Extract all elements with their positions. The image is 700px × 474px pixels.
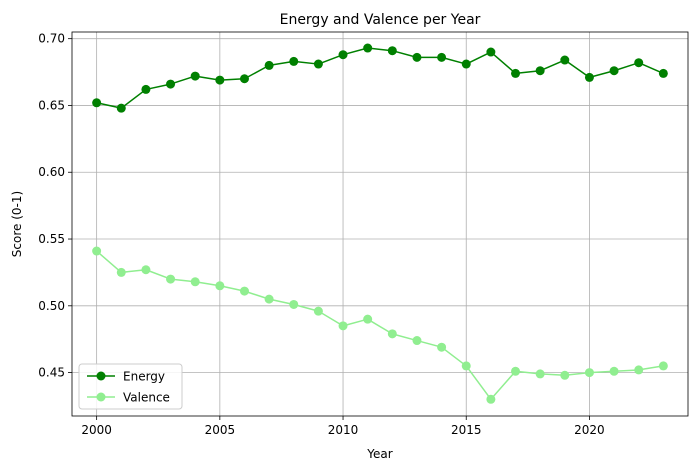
data-point-energy — [215, 75, 225, 85]
data-point-energy — [313, 59, 323, 69]
chart-title: Energy and Valence per Year — [280, 12, 481, 28]
data-point-energy — [412, 52, 422, 62]
y-axis-label: Score (0-1) — [10, 191, 24, 257]
y-tick-label: 0.65 — [38, 98, 65, 112]
data-point-valence — [412, 336, 422, 346]
data-point-valence — [313, 306, 323, 316]
x-tick-label: 2015 — [451, 423, 482, 437]
data-point-valence — [609, 366, 619, 376]
x-tick-label: 2000 — [81, 423, 112, 437]
data-point-energy — [363, 43, 373, 53]
series-energy — [92, 43, 668, 113]
axes: 2000 2005 2010 2015 2020 0.45 0.50 0.55 0.60 0.65… — [38, 31, 689, 437]
y-tick-label: 0.50 — [38, 299, 65, 313]
data-point-energy — [116, 103, 126, 113]
data-point-valence — [116, 267, 126, 277]
data-point-energy — [634, 58, 644, 68]
data-point-valence — [363, 314, 373, 324]
legend-label-valence: Valence — [123, 391, 170, 405]
plot-frame — [71, 31, 689, 417]
legend-marker-valence — [96, 392, 106, 402]
data-point-valence — [461, 361, 471, 371]
data-point-energy — [609, 66, 619, 76]
data-point-energy — [387, 46, 397, 56]
data-point-energy — [166, 79, 176, 89]
data-point-energy — [190, 71, 200, 81]
data-point-valence — [535, 369, 545, 379]
legend: Energy Valence — [78, 363, 183, 410]
legend-label-energy: Energy — [123, 370, 165, 384]
data-point-valence — [387, 329, 397, 339]
data-point-valence — [560, 370, 570, 380]
x-tick-label: 2005 — [205, 423, 236, 437]
y-tick-label: 0.45 — [38, 366, 65, 380]
data-point-energy — [239, 74, 249, 84]
x-tick-label: 2010 — [328, 423, 359, 437]
data-point-energy — [486, 47, 496, 57]
series-valence — [92, 246, 668, 404]
data-point-energy — [92, 98, 102, 108]
data-point-valence — [486, 394, 496, 404]
data-point-valence — [338, 321, 348, 331]
data-point-valence — [264, 294, 274, 304]
data-point-valence — [634, 365, 644, 375]
data-point-energy — [511, 68, 521, 78]
data-point-energy — [289, 56, 299, 66]
data-point-valence — [166, 274, 176, 284]
data-point-valence — [437, 342, 447, 352]
data-point-valence — [141, 265, 151, 275]
data-point-valence — [511, 366, 521, 376]
data-point-valence — [190, 277, 200, 287]
y-tick-label: 0.60 — [38, 165, 65, 179]
data-point-valence — [658, 361, 668, 371]
data-point-energy — [338, 50, 348, 60]
data-point-energy — [437, 52, 447, 62]
x-axis-label: Year — [366, 447, 392, 461]
series-group — [92, 43, 668, 404]
data-point-valence — [289, 299, 299, 309]
grid — [72, 32, 688, 416]
legend-marker-energy — [96, 371, 106, 381]
data-point-valence — [239, 286, 249, 296]
data-point-valence — [215, 281, 225, 291]
data-point-valence — [584, 368, 594, 378]
data-point-energy — [535, 66, 545, 76]
y-tick-label: 0.70 — [38, 32, 65, 46]
data-point-energy — [141, 84, 151, 94]
y-tick-label: 0.55 — [38, 232, 65, 246]
data-point-energy — [658, 68, 668, 78]
data-point-energy — [584, 72, 594, 82]
data-point-valence — [92, 246, 102, 256]
data-point-energy — [461, 59, 471, 69]
data-point-energy — [560, 55, 570, 65]
x-tick-label: 2020 — [574, 423, 605, 437]
data-point-energy — [264, 60, 274, 70]
